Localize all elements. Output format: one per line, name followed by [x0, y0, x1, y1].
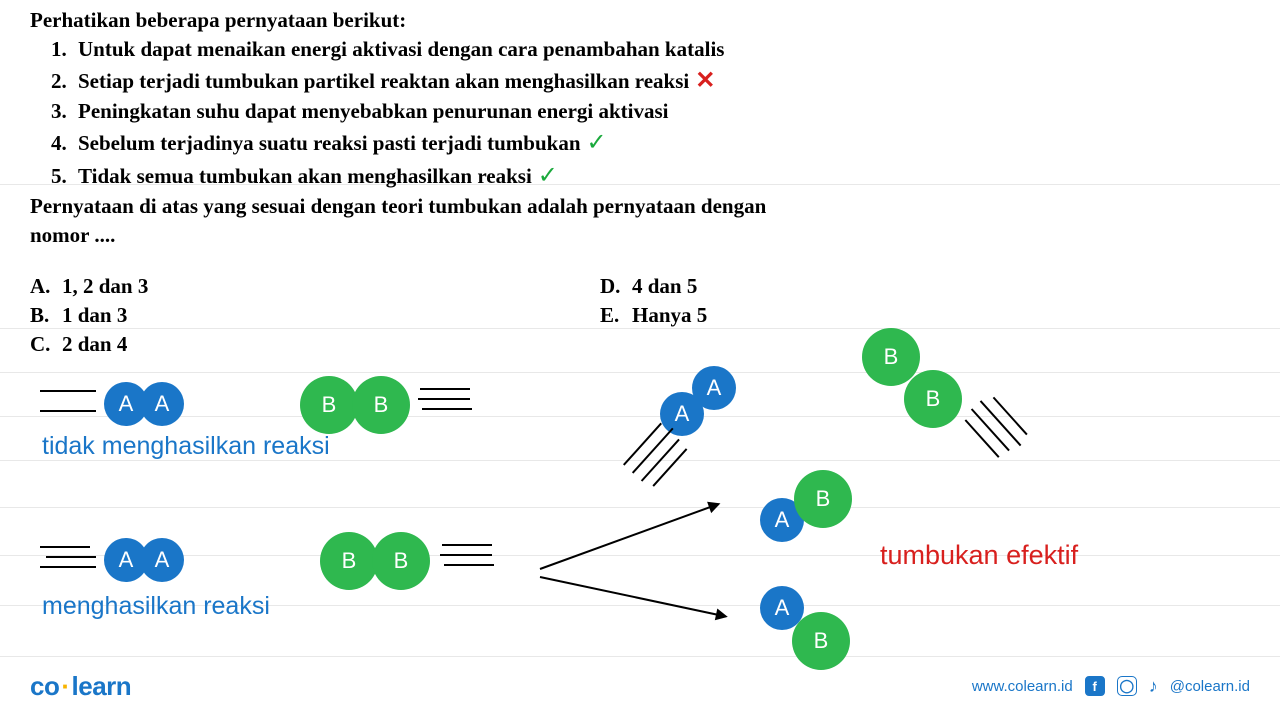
- motion-lines-icon: [40, 390, 100, 420]
- particle-b: B: [372, 532, 430, 590]
- question-block: Perhatikan beberapa pernyataan berikut: …: [30, 6, 1130, 250]
- statement-4: Sebelum terjadinya suatu reaksi pasti te…: [72, 126, 1130, 159]
- option-a: A.1, 2 dan 3: [30, 272, 148, 301]
- particle-b: B: [904, 370, 962, 428]
- instagram-icon: ◯: [1117, 676, 1137, 696]
- statement-2: Setiap terjadi tumbukan partikel reaktan…: [72, 64, 1130, 97]
- particle-b: B: [320, 532, 378, 590]
- particle-a: A: [140, 382, 184, 426]
- check-icon: ✓: [532, 162, 558, 189]
- particle-a: A: [140, 538, 184, 582]
- label-reaction: menghasilkan reaksi: [42, 592, 270, 621]
- footer-handle: @colearn.id: [1170, 678, 1250, 695]
- option-c: C.2 dan 4: [30, 330, 148, 359]
- particle-b: B: [792, 612, 850, 670]
- statement-1: Untuk dapat menaikan energi aktivasi den…: [72, 35, 1130, 64]
- particle-a: A: [692, 366, 736, 410]
- footer: co·learn www.colearn.id f ◯ ♪ @colearn.i…: [30, 670, 1250, 702]
- facebook-icon: f: [1085, 676, 1105, 696]
- arrow-icon: [540, 576, 726, 617]
- motion-lines-icon: [418, 388, 478, 418]
- question-prompt-1: Pernyataan di atas yang sesuai dengan te…: [30, 192, 1130, 221]
- statement-list: Untuk dapat menaikan energi aktivasi den…: [72, 35, 1130, 192]
- motion-lines-icon: [953, 392, 1037, 477]
- tiktok-icon: ♪: [1149, 676, 1158, 697]
- option-b: B.1 dan 3: [30, 301, 148, 330]
- option-e: E.Hanya 5: [600, 301, 707, 330]
- label-no-reaction: tidak menghasilkan reaksi: [42, 432, 330, 461]
- question-prompt-2: nomor ....: [30, 221, 1130, 250]
- x-icon: ✕: [689, 67, 715, 94]
- motion-lines-icon: [440, 544, 500, 574]
- footer-url: www.colearn.id: [972, 678, 1073, 695]
- particle-b: B: [300, 376, 358, 434]
- dot-icon: ·: [59, 671, 71, 701]
- arrow-icon: [540, 503, 719, 570]
- brand-logo: co·learn: [30, 671, 131, 702]
- particle-b: B: [862, 328, 920, 386]
- statement-5: Tidak semua tumbukan akan menghasilkan r…: [72, 159, 1130, 192]
- label-effective-collision: tumbukan efektif: [880, 540, 1078, 571]
- question-intro: Perhatikan beberapa pernyataan berikut:: [30, 6, 1130, 35]
- motion-lines-icon: [40, 546, 100, 576]
- statement-3: Peningkatan suhu dapat menyebabkan penur…: [72, 97, 1130, 126]
- particle-b: B: [352, 376, 410, 434]
- particle-b: B: [794, 470, 852, 528]
- option-d: D.4 dan 5: [600, 272, 707, 301]
- check-icon: ✓: [581, 129, 607, 156]
